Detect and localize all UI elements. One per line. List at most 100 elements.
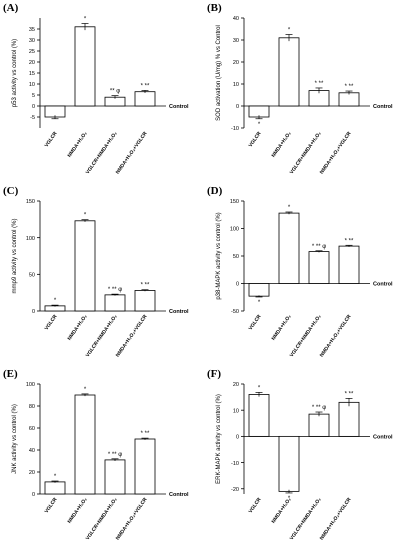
- y-tick-label: 80: [29, 404, 35, 410]
- panel-label: (D): [207, 185, 223, 197]
- category-label: VGLCR+NMDA+H₂O₂: [85, 314, 119, 359]
- significance-marker: * **: [141, 431, 150, 437]
- category-label: VGLCR: [248, 130, 263, 148]
- category-label: NMDA+H₂O₂: [271, 131, 293, 159]
- significance-marker: *: [258, 385, 261, 391]
- baseline-label: Control: [169, 309, 189, 315]
- bar: [308, 413, 330, 437]
- panel-a: (A) -5 0 5 10 15 20 25 30 35 p53 activity vs cont…: [0, 0, 204, 183]
- category-label: VGLCR: [248, 313, 263, 331]
- y-tick-label: 40: [233, 16, 239, 22]
- bar: [248, 283, 270, 297]
- significance-marker: *: [258, 300, 261, 306]
- bar: [74, 26, 96, 107]
- significance-marker: *: [84, 213, 87, 219]
- y-axis-title: SOD activation (U/mg) % vs Control: [216, 25, 222, 121]
- significance-marker: ** φ: [110, 89, 120, 95]
- y-tick-label: 50: [233, 254, 239, 260]
- y-tick-label: 15: [29, 71, 35, 77]
- bar: [134, 91, 156, 107]
- y-tick-label: -50: [231, 309, 239, 315]
- y-axis-title: JNK activity vs control (%): [12, 404, 18, 474]
- y-tick-label: 150: [26, 199, 35, 205]
- significance-marker: *: [54, 298, 57, 304]
- y-tick-label: -5: [30, 115, 35, 121]
- category-label: VGLCR+NMDA+H₂O₂: [85, 131, 119, 176]
- significance-marker: *: [288, 205, 291, 211]
- significance-marker: *: [84, 17, 87, 23]
- y-axis-title: ERK-MAPK activity vs control (%): [216, 394, 222, 484]
- baseline-label: Control: [373, 434, 393, 440]
- significance-marker: * **: [315, 81, 324, 87]
- y-axis-title: mmp9 activity vs control (%): [12, 218, 18, 293]
- significance-marker: * **: [141, 83, 150, 89]
- bar-chart: -50 0 50 100 150 p38-MAPK activity vs control…: [216, 199, 393, 359]
- bar: [44, 305, 66, 312]
- category-label: VGLCR: [44, 496, 59, 514]
- category-label: NMDA+H₂O₂+VGLCR: [319, 130, 353, 175]
- bar: [104, 294, 126, 312]
- y-tick-label: 0: [32, 492, 35, 498]
- y-tick-label: 100: [26, 382, 35, 388]
- y-tick-label: 30: [233, 38, 239, 44]
- category-label: VGLCR+NMDA+H₂O₂: [289, 131, 323, 176]
- significance-marker: * ** φ: [108, 452, 122, 458]
- y-axis-title: p53 activity vs control (%): [12, 39, 18, 107]
- category-label: NMDA+H₂O₂: [271, 314, 293, 342]
- category-label: NMDA+H₂O₂+VGLCR: [115, 496, 149, 541]
- baseline-label: Control: [373, 104, 393, 110]
- significance-marker: *: [54, 474, 57, 480]
- bar-chart: -20 -10 0 10 20 ERK-MAPK activity vs control …: [216, 382, 393, 542]
- bar-chart: -5 0 5 10 15 20 25 30 35 p53 activity vs control …: [12, 17, 189, 176]
- significance-marker: * **: [141, 283, 150, 289]
- y-tick-label: 10: [233, 408, 239, 414]
- category-label: NMDA+H₂O₂: [67, 314, 89, 342]
- panel-d: (D) -50 0 50 100 150 p38-MAPK activity vs con…: [204, 183, 408, 366]
- baseline-label: Control: [373, 282, 393, 288]
- significance-marker: * **: [345, 238, 354, 244]
- panel-label: (F): [207, 368, 222, 380]
- bar: [74, 220, 96, 312]
- category-label: NMDA+H₂O₂+VGLCR: [319, 313, 353, 358]
- significance-marker: * **: [345, 391, 354, 397]
- bar: [338, 92, 360, 107]
- y-tick-label: 35: [29, 27, 35, 33]
- y-tick-label: 5: [32, 93, 35, 99]
- category-label: VGLCR+NMDA+H₂O₂: [85, 497, 119, 542]
- category-label: VGLCR+NMDA+H₂O₂: [289, 497, 323, 542]
- significance-marker: * ** φ: [108, 287, 122, 293]
- bar: [74, 394, 96, 495]
- category-label: VGLCR: [44, 130, 59, 148]
- significance-marker: * ** φ: [312, 244, 326, 250]
- category-label: NMDA+H₂O₂: [271, 497, 293, 525]
- y-tick-label: 0: [236, 435, 239, 441]
- y-tick-label: 20: [29, 470, 35, 476]
- bar-chart: 0 20 40 60 80 100 JNK activity vs control (%) C…: [12, 382, 189, 542]
- y-tick-label: 0: [236, 104, 239, 110]
- y-tick-label: 10: [233, 82, 239, 88]
- y-tick-label: 50: [29, 273, 35, 279]
- y-tick-label: 100: [230, 227, 239, 233]
- panel-label: (A): [3, 2, 19, 14]
- bar: [104, 459, 126, 495]
- y-tick-label: 30: [29, 38, 35, 44]
- y-tick-label: 0: [236, 282, 239, 288]
- y-tick-label: -10: [231, 126, 239, 132]
- bar: [248, 394, 270, 437]
- category-label: NMDA+H₂O₂+VGLCR: [319, 496, 353, 541]
- significance-marker: * ** φ: [312, 405, 326, 411]
- category-label: VGLCR+NMDA+H₂O₂: [289, 314, 323, 359]
- category-label: VGLCR: [44, 313, 59, 331]
- panel-label: (C): [3, 185, 19, 197]
- bar: [338, 245, 360, 284]
- bar: [278, 212, 300, 284]
- significance-marker: *: [84, 387, 87, 393]
- category-label: NMDA+H₂O₂: [67, 131, 89, 159]
- panel-c: (C) 0 50 100 150 mmp9 activity vs control (%…: [0, 183, 204, 366]
- bar-chart: 0 50 100 150 mmp9 activity vs control (%) Con…: [12, 199, 189, 359]
- y-tick-label: 0: [32, 104, 35, 110]
- y-tick-label: 0: [32, 309, 35, 315]
- bar: [134, 438, 156, 495]
- baseline-label: Control: [169, 492, 189, 498]
